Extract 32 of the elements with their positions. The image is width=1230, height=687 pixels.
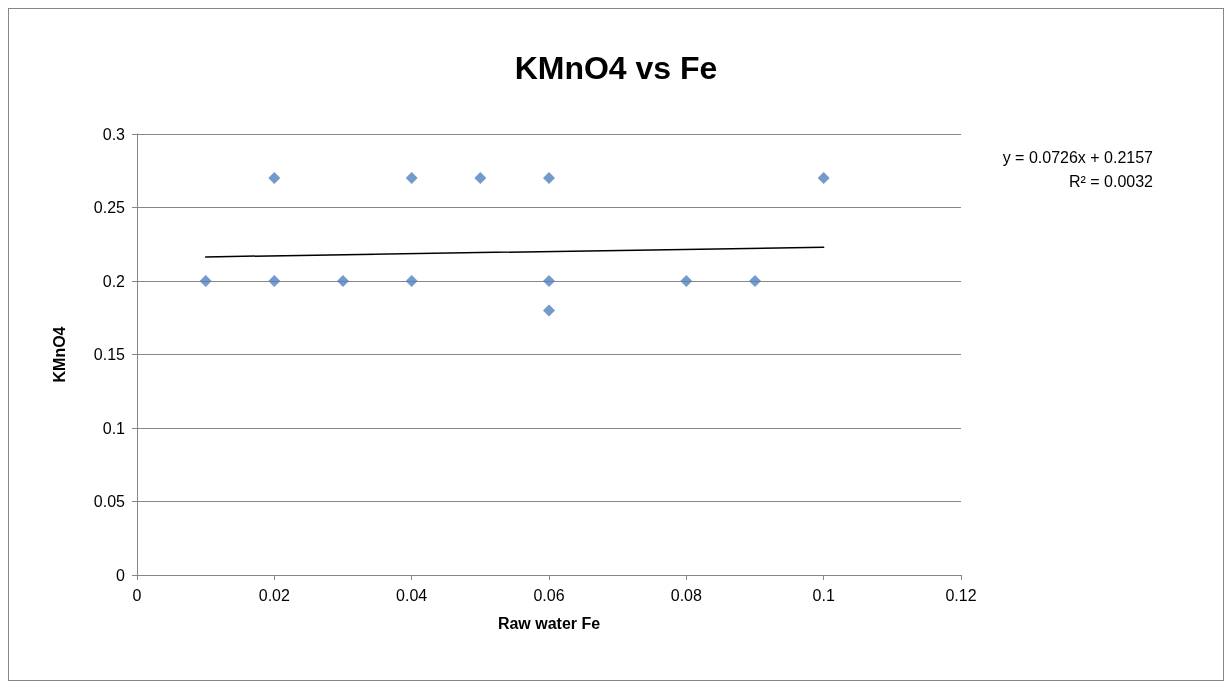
y-tick-label: 0.2 bbox=[102, 272, 126, 290]
point bbox=[543, 275, 555, 287]
text: R² = 0.0032 bbox=[1068, 172, 1154, 190]
x-tick-label: 0.06 bbox=[533, 586, 565, 604]
point bbox=[405, 275, 418, 287]
point bbox=[543, 172, 555, 185]
chart-title: KMnO4 vs Fe bbox=[514, 50, 718, 86]
y-tick-label: 0.3 bbox=[102, 125, 126, 143]
y-axis-title: KMnO4 bbox=[50, 326, 68, 383]
point bbox=[268, 172, 281, 185]
y-tick-label: 0.1 bbox=[102, 419, 126, 437]
point bbox=[817, 172, 830, 185]
x-tick-label: 0 bbox=[132, 586, 142, 604]
x-tick-label: 0.12 bbox=[945, 586, 977, 604]
point bbox=[199, 275, 212, 287]
x-axis-title: Raw water Fe bbox=[497, 614, 601, 632]
x-tick-label: 0.02 bbox=[258, 586, 291, 604]
x-tick-label: 0.1 bbox=[812, 586, 835, 604]
point bbox=[680, 275, 693, 287]
point bbox=[543, 304, 555, 317]
y-tick-label: 0 bbox=[116, 566, 126, 584]
x-tick-label: 0.08 bbox=[670, 586, 703, 604]
point bbox=[405, 172, 418, 185]
y-tick-label: 0.25 bbox=[93, 199, 126, 216]
point bbox=[474, 172, 487, 185]
point bbox=[268, 275, 281, 287]
y-tick-label: 0.05 bbox=[93, 493, 126, 510]
y-tick-label: 0.15 bbox=[93, 346, 126, 363]
point bbox=[337, 275, 349, 287]
x-tick-label: 0.04 bbox=[396, 586, 428, 604]
point bbox=[749, 275, 761, 287]
text: y = 0.0726x + 0.2157 bbox=[1002, 148, 1154, 166]
